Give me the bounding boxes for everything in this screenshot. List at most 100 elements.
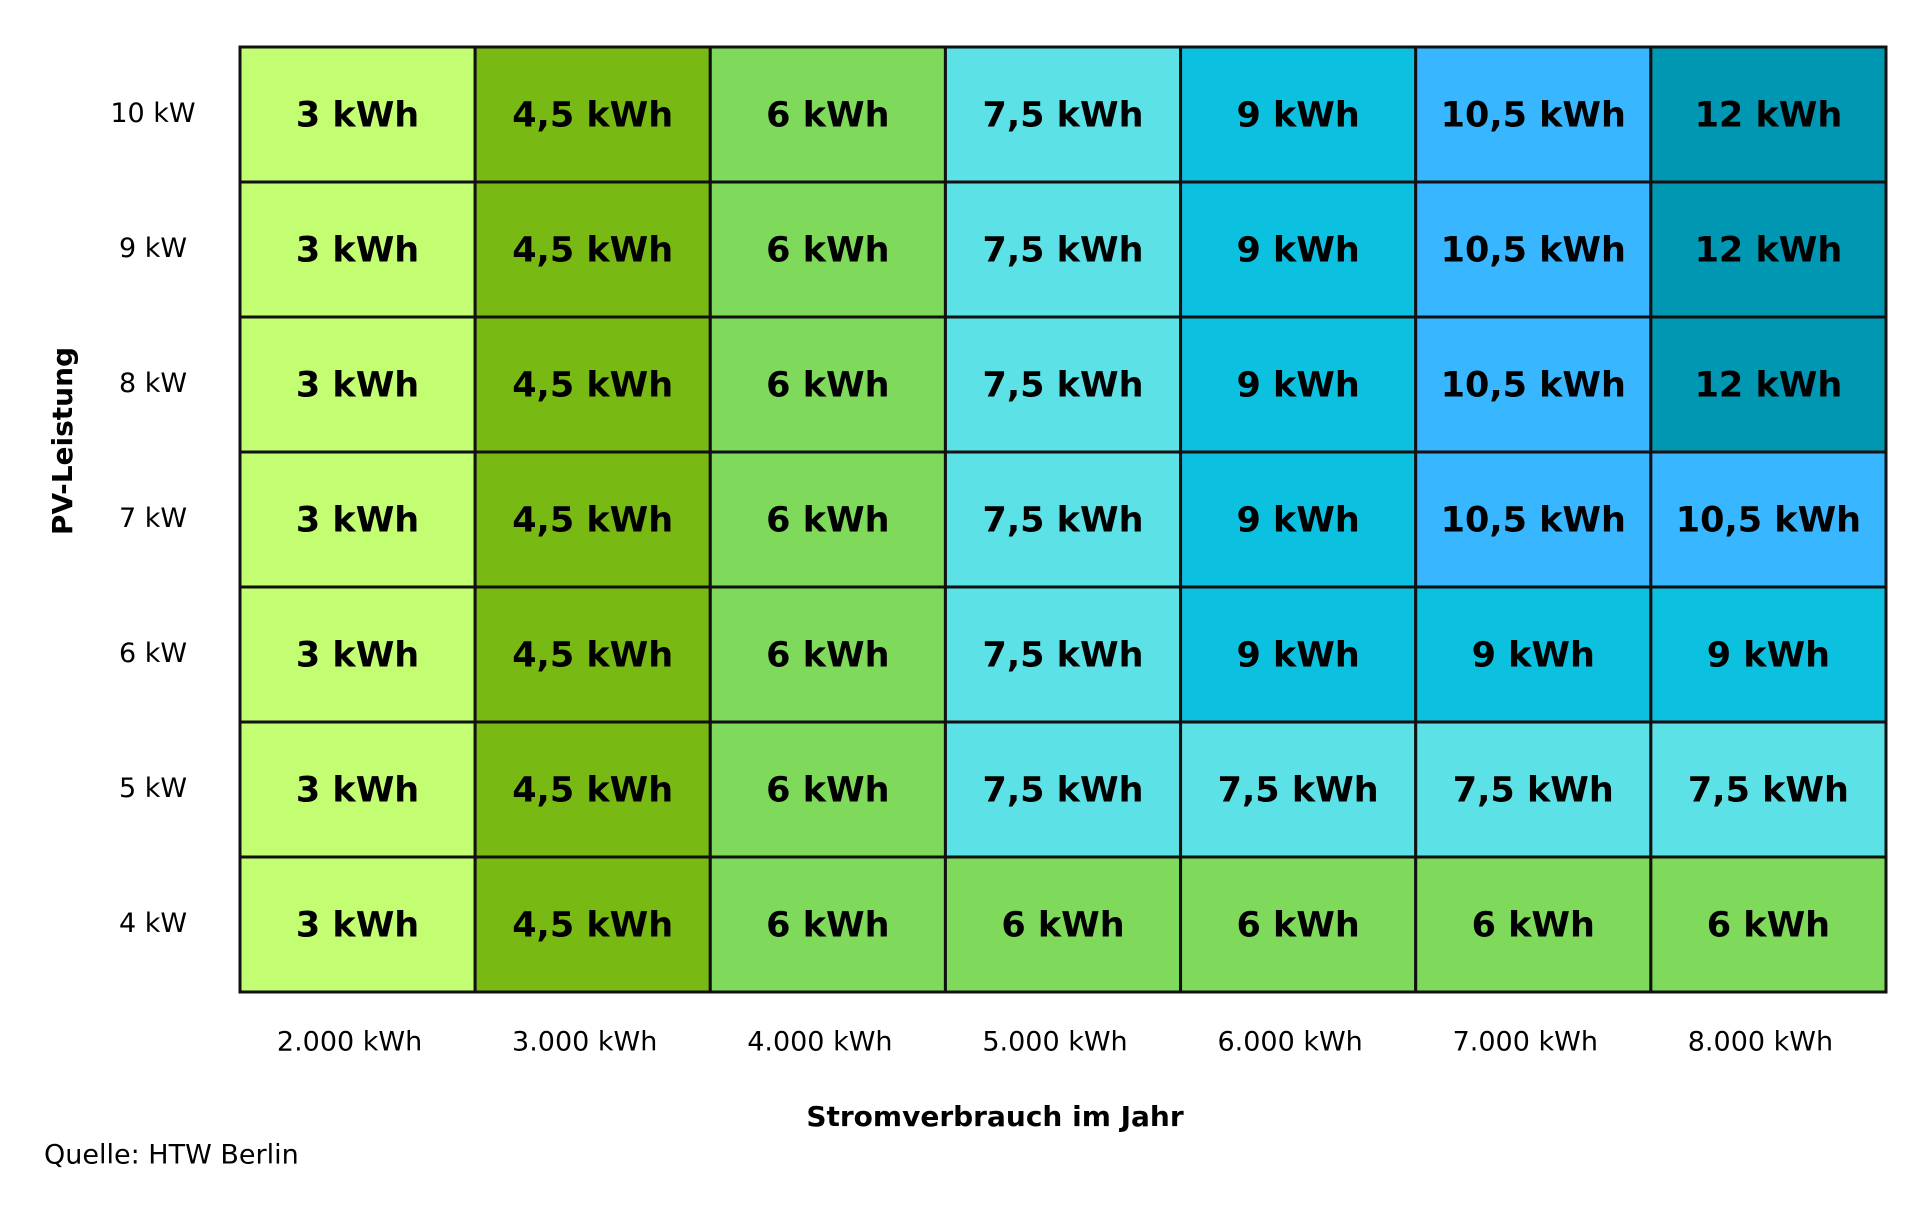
cell-label: 7,5 kWh: [1688, 771, 1849, 811]
heatmap-cell: [473, 45, 712, 184]
cell-label: 7,5 kWh: [983, 501, 1144, 541]
x-axis-label: Stromverbrauch im Jahr: [806, 1100, 1184, 1133]
cell-label: 6 kWh: [766, 231, 889, 271]
cell-label: 3 kWh: [296, 96, 419, 136]
cell-label: 7,5 kWh: [983, 636, 1144, 676]
y-tick-label: 8 kW: [119, 368, 187, 399]
cell-label: 4,5 kWh: [512, 96, 673, 136]
cell-label: 9 kWh: [1236, 501, 1359, 541]
heatmap-cell: [238, 450, 477, 589]
heatmap-cell: [238, 585, 477, 724]
cell-label: 3 kWh: [296, 366, 419, 406]
heatmap-cell: [943, 720, 1183, 859]
heatmap-cell: [1649, 720, 1888, 859]
heatmap-cell: [1414, 855, 1653, 994]
cell-label: 6 kWh: [1001, 906, 1124, 946]
cell-label: 12 kWh: [1695, 231, 1843, 271]
y-tick-label: 6 kW: [119, 638, 187, 669]
x-tick-label: 5.000 kWh: [982, 1027, 1127, 1058]
cell-label: 9 kWh: [1236, 231, 1359, 271]
cell-label: 6 kWh: [766, 906, 889, 946]
x-tick-label: 7.000 kWh: [1453, 1027, 1598, 1058]
heatmap-cell: [1649, 315, 1888, 454]
cell-label: 9 kWh: [1707, 636, 1830, 676]
heatmap-cell: [238, 855, 477, 994]
cell-label: 3 kWh: [296, 906, 419, 946]
heatmap-cell: [1179, 855, 1418, 994]
heatmap-cell: [708, 855, 947, 994]
heatmap-cell: [943, 855, 1183, 994]
y-tick-label: 10 kW: [110, 98, 195, 129]
source-note: Quelle: HTW Berlin: [44, 1140, 299, 1171]
cell-label: 4,5 kWh: [512, 771, 673, 811]
cell-label: 7,5 kWh: [983, 771, 1144, 811]
cell-label: 10,5 kWh: [1441, 366, 1626, 406]
cell-label: 4,5 kWh: [512, 366, 673, 406]
cell-label: 10,5 kWh: [1441, 501, 1626, 541]
cell-label: 6 kWh: [1472, 906, 1595, 946]
x-tick-label: 4.000 kWh: [747, 1027, 892, 1058]
cell-label: 10,5 kWh: [1441, 96, 1626, 136]
x-tick-label: 3.000 kWh: [512, 1027, 657, 1058]
cell-label: 6 kWh: [1236, 906, 1359, 946]
cell-label: 6 kWh: [766, 771, 889, 811]
cell-label: 3 kWh: [296, 231, 419, 271]
cell-label: 7,5 kWh: [983, 366, 1144, 406]
cell-label: 3 kWh: [296, 636, 419, 676]
cell-label: 9 kWh: [1236, 366, 1359, 406]
cell-label: 12 kWh: [1695, 96, 1843, 136]
y-tick-label: 7 kW: [119, 503, 187, 534]
heatmap-cell: [708, 45, 947, 184]
cell-label: 9 kWh: [1236, 96, 1359, 136]
heatmap-cell: [1414, 315, 1653, 454]
heatmap-cell: [1179, 720, 1418, 859]
heatmap-cell: [708, 180, 947, 319]
cell-label: 4,5 kWh: [512, 231, 673, 271]
cell-label: 7,5 kWh: [983, 231, 1144, 271]
cell-label: 4,5 kWh: [512, 636, 673, 676]
x-tick-label: 2.000 kWh: [277, 1027, 422, 1058]
heatmap-cell: [473, 720, 712, 859]
heatmap-cell: [238, 180, 477, 319]
cell-label: 12 kWh: [1695, 366, 1843, 406]
cell-label: 3 kWh: [296, 771, 419, 811]
cell-label: 4,5 kWh: [512, 906, 673, 946]
heatmap-cell: [1414, 450, 1653, 589]
cell-label: 9 kWh: [1236, 636, 1359, 676]
heatmap-cell: [1649, 180, 1888, 319]
x-tick-label: 8.000 kWh: [1688, 1027, 1833, 1058]
heatmap-cell: [1179, 180, 1418, 319]
cell-label: 9 kWh: [1472, 636, 1595, 676]
heatmap-cell: [238, 720, 477, 859]
cell-label: 7,5 kWh: [1218, 771, 1379, 811]
heatmap-cell: [238, 45, 477, 184]
cell-label: 10,5 kWh: [1441, 231, 1626, 271]
heatmap-cell: [708, 315, 947, 454]
cell-label: 6 kWh: [766, 636, 889, 676]
cell-label: 10,5 kWh: [1676, 501, 1861, 541]
cell-label: 6 kWh: [766, 366, 889, 406]
heatmap-cell: [708, 585, 947, 724]
cell-label: 6 kWh: [766, 96, 889, 136]
cell-label: 7,5 kWh: [983, 96, 1144, 136]
x-tick-label: 6.000 kWh: [1217, 1027, 1362, 1058]
heatmap-cell: [1649, 855, 1888, 994]
cell-label: 7,5 kWh: [1453, 771, 1614, 811]
heatmap-cell: [473, 450, 712, 589]
y-tick-label: 9 kW: [119, 233, 187, 264]
y-tick-label: 4 kW: [119, 908, 187, 939]
heatmap-cell: [1179, 315, 1418, 454]
heatmap-cell: [1649, 450, 1888, 589]
heatmap-cell: [1414, 45, 1653, 184]
cell-label: 6 kWh: [766, 501, 889, 541]
cell-label: 6 kWh: [1707, 906, 1830, 946]
y-axis-label: PV-Leistung: [46, 347, 79, 535]
heatmap-cell: [943, 450, 1183, 589]
cell-label: 3 kWh: [296, 501, 419, 541]
heatmap-cell: [473, 315, 712, 454]
y-tick-label: 5 kW: [119, 773, 187, 804]
heatmap-cell: [943, 315, 1183, 454]
cell-label: 4,5 kWh: [512, 501, 673, 541]
